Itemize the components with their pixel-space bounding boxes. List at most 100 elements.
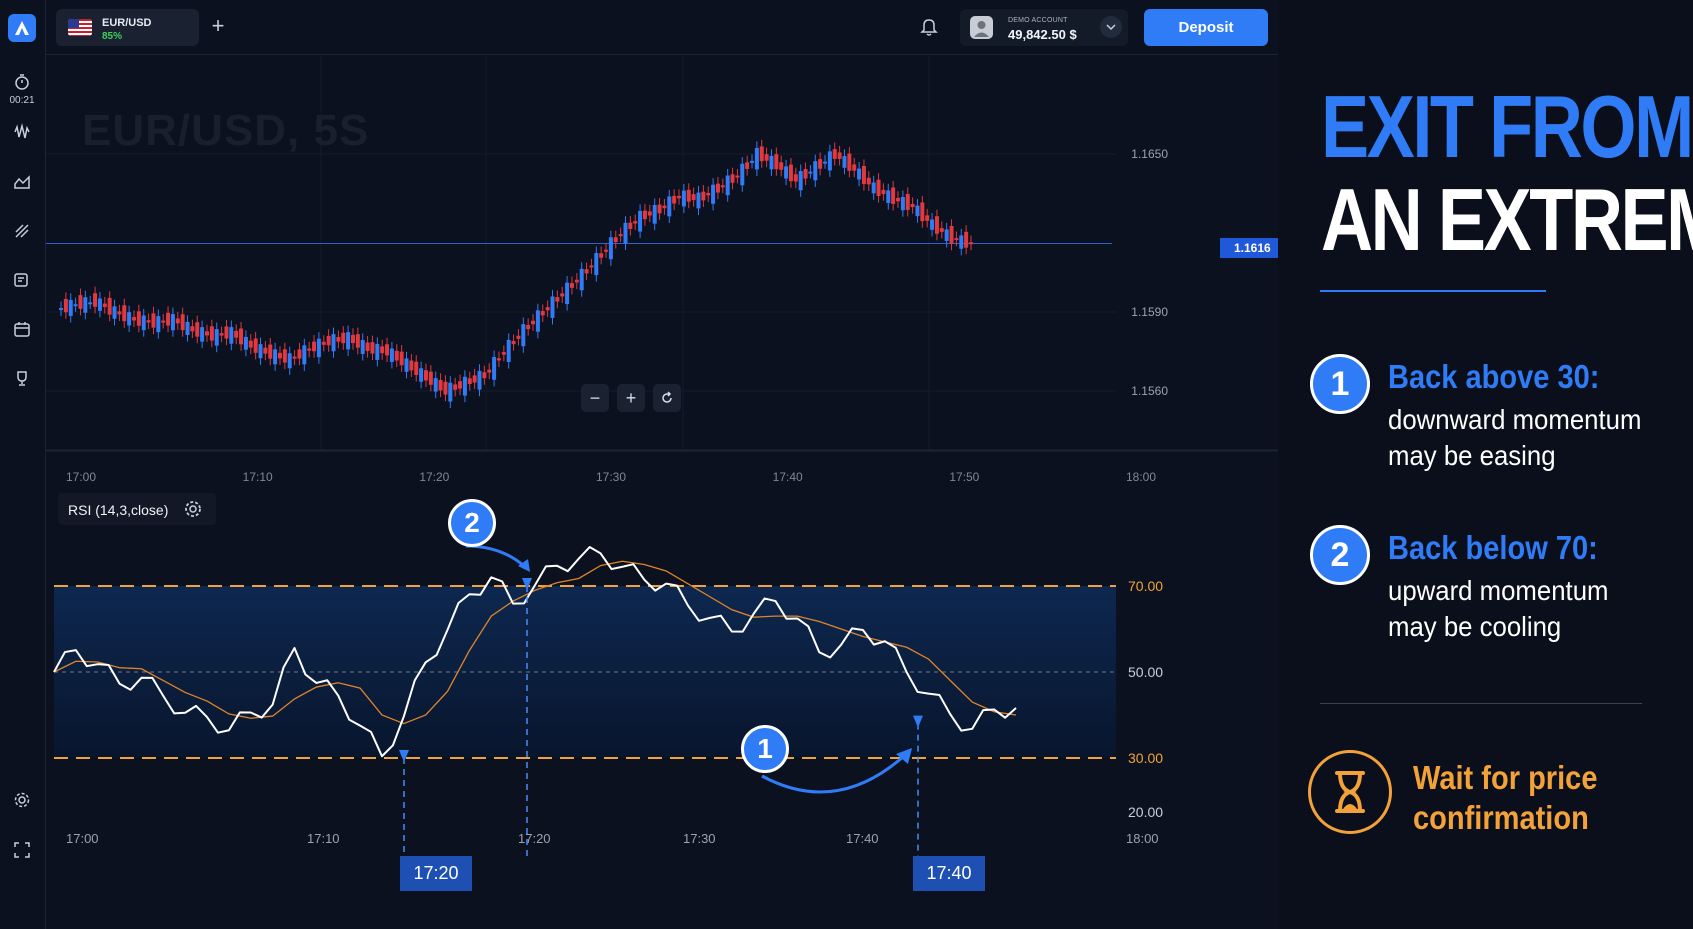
trophy-icon[interactable] [10,366,34,390]
candle-body [229,327,234,344]
stopwatch-icon[interactable] [10,70,34,94]
chart-type-icon[interactable] [10,170,34,194]
candle-body [754,147,759,170]
zoom-in-button[interactable]: + [617,384,645,412]
candle-body [346,332,351,350]
account-selector[interactable]: DEMO ACCOUNT 49,842.50 $ [960,9,1128,46]
candle-body [681,190,686,207]
candle-body [604,249,609,252]
candle-body [769,155,774,170]
add-asset-button[interactable]: + [211,13,225,38]
indicators-icon[interactable] [10,120,34,144]
candle-body [472,375,477,383]
candle-body [715,183,720,193]
candle-body [277,352,282,359]
calendar-icon[interactable] [10,317,34,341]
candle-body [555,297,560,302]
candle-body [243,336,248,350]
candle-body [565,282,570,305]
candle-body [759,146,764,162]
candle-body [540,311,545,316]
candle-body [438,379,443,391]
candle-body [248,340,253,348]
point-line: may be cooling [1388,611,1562,642]
candle-body [584,269,589,274]
explainer-panel: EXIT FROM AN EXTREME 1 Back above 30: do… [1278,0,1693,929]
candle-body [282,349,287,363]
drawing-tools-icon[interactable] [10,219,34,243]
candle-body [847,153,852,171]
rsi-level-label: 30.00 [1128,750,1163,766]
rsi-settings-gear-icon[interactable] [183,499,203,519]
candle-body [623,222,628,244]
candle-body [691,194,696,201]
reset-zoom-button[interactable] [653,384,681,412]
candle-body [496,358,501,361]
asset-payout: 85% [102,31,123,42]
time-marker-tag: 17:20 [400,856,472,891]
rsi-label-text: RSI (14,3,close) [68,502,169,518]
candle-body [521,324,526,347]
candle-body [662,205,667,209]
chevron-down-icon[interactable] [1100,16,1122,38]
app-logo-icon[interactable] [8,14,36,42]
candle-body [852,164,857,171]
candle-body [930,219,935,230]
zoom-out-button[interactable]: − [581,384,609,412]
candle-body [677,195,682,199]
rsi-time-tick-label: 17:00 [66,831,99,846]
candle-body [788,164,793,182]
deposit-button[interactable]: Deposit [1144,9,1268,46]
candle-body [900,197,905,211]
candle-body [97,298,102,311]
candle-body [341,332,346,344]
candle-body [88,302,93,305]
point-heading: Back above 30: [1388,358,1600,395]
candle-body [535,310,540,332]
candle-body [827,151,832,171]
candle-body [224,326,229,339]
time-tick-label: 17:20 [419,470,449,484]
rsi-time-tick-label: 18:00 [1126,831,1159,846]
candle-body [657,204,662,214]
settings-icon[interactable] [10,788,34,812]
history-icon[interactable] [10,268,34,292]
marker-badge-1: 1 [741,725,789,773]
candle-body [701,191,706,201]
candle-body [93,293,98,307]
notifications-bell-icon[interactable] [918,15,942,39]
candle-body [730,174,735,183]
candle-body [647,211,652,216]
candle-body [672,195,677,204]
candle-body [380,346,385,354]
rsi-level-label: 50.00 [1128,664,1163,680]
candle-body [399,351,404,366]
candle-body [185,321,190,335]
candle-body [506,339,511,363]
candle-body [307,348,312,351]
asset-tab[interactable]: EUR/USD 85% [56,9,199,46]
rsi-time-tick-label: 17:40 [846,831,879,846]
panel-title-line1: EXIT FROM [1321,77,1693,176]
candle-body [385,344,390,356]
chart-area[interactable]: 1.1650 1.1590 1.1560 17:00 17:10 17:20 17:30 17… [46,56,1290,929]
candle-body [832,149,837,159]
candle-body [628,222,633,229]
candle-body [764,154,769,161]
candle-body [166,312,171,326]
rsi-indicator-label[interactable]: RSI (14,3,close) [58,493,216,525]
us-flag-icon [68,19,92,36]
candle-body [774,154,779,170]
candle-body [725,175,730,196]
candle-body [312,341,317,352]
candle-body [112,306,117,319]
footer-line: Wait for price [1413,759,1598,796]
candle-body [823,161,828,164]
candle-body [331,334,336,352]
candle-body [876,179,881,196]
candle-body [268,344,273,359]
fullscreen-icon[interactable] [10,838,34,862]
price-tick-label: 1.1650 [1131,147,1168,161]
candle-body [287,353,292,369]
